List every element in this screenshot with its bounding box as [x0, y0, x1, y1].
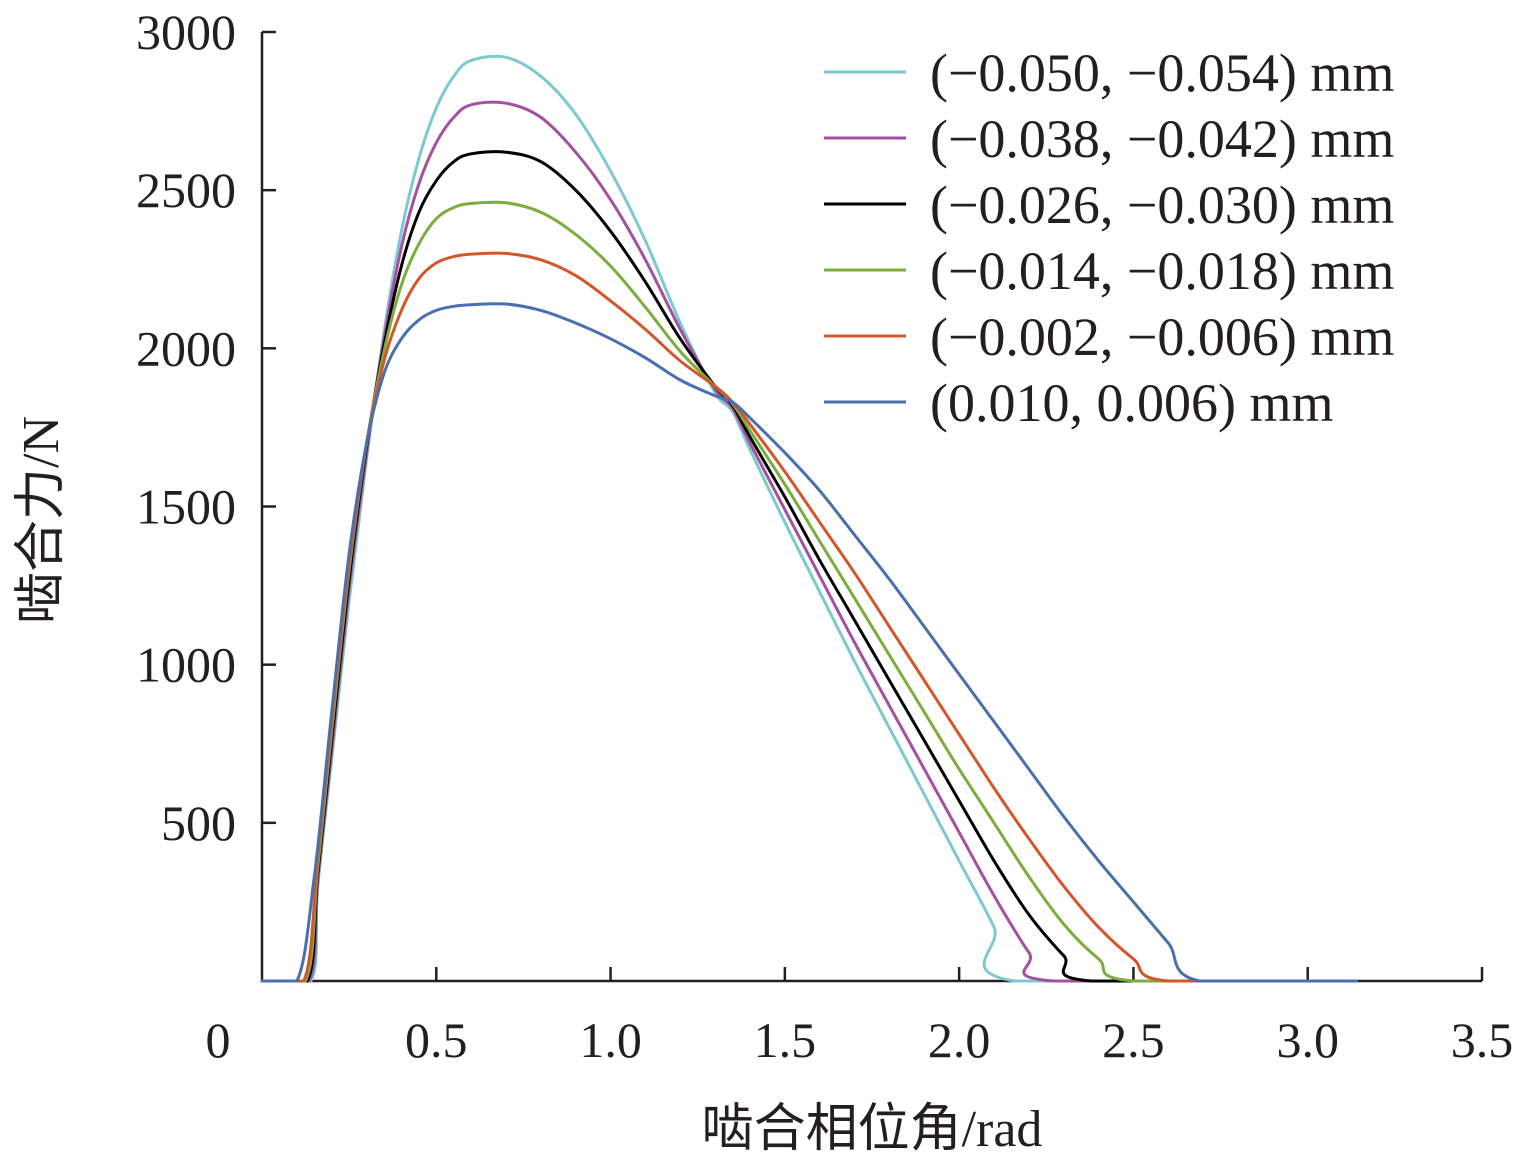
x-tick-label: 1.0	[579, 1012, 642, 1068]
y-ticks: 500 1000 1500 2000 2500 3000	[136, 4, 276, 851]
x-tick-label: 1.5	[754, 1012, 817, 1068]
x-tick-label: 2.0	[928, 1012, 991, 1068]
y-tick-label: 1000	[136, 637, 236, 693]
y-axis-title: 啮合力/N	[13, 416, 70, 624]
x-ticks: 0 0.5 1.0 1.5 2.0 2.5 3.0 3.5	[206, 967, 1514, 1068]
legend-label: (−0.026, −0.030) mm	[930, 175, 1394, 235]
y-tick-label: 500	[161, 795, 236, 851]
legend-label: (−0.050, −0.054) mm	[930, 43, 1394, 103]
legend-label: (−0.038, −0.042) mm	[930, 109, 1394, 169]
x-axis-title: 啮合相位角/rad	[702, 1101, 1043, 1158]
legend: (−0.050, −0.054) mm(−0.038, −0.042) mm(−…	[824, 43, 1394, 433]
y-tick-label: 3000	[136, 4, 236, 60]
x-tick-label: 0.5	[405, 1012, 468, 1068]
series-layer	[260, 54, 1358, 983]
legend-label: (−0.014, −0.018) mm	[930, 241, 1394, 301]
axes: 0 0.5 1.0 1.5 2.0 2.5 3.0 3.5 500 1000 1500 2000 25…	[136, 4, 1513, 1068]
legend-label: (0.010, 0.006) mm	[930, 373, 1333, 433]
x-tick-label: 0	[206, 1012, 231, 1068]
x-tick-label: 3.5	[1451, 1012, 1514, 1068]
legend-label: (−0.002, −0.006) mm	[930, 307, 1394, 367]
x-tick-label: 2.5	[1102, 1012, 1165, 1068]
y-tick-label: 2000	[136, 320, 236, 376]
series-line-6	[260, 302, 1358, 983]
x-tick-label: 3.0	[1276, 1012, 1339, 1068]
y-tick-label: 2500	[136, 162, 236, 218]
y-tick-label: 1500	[136, 479, 236, 535]
